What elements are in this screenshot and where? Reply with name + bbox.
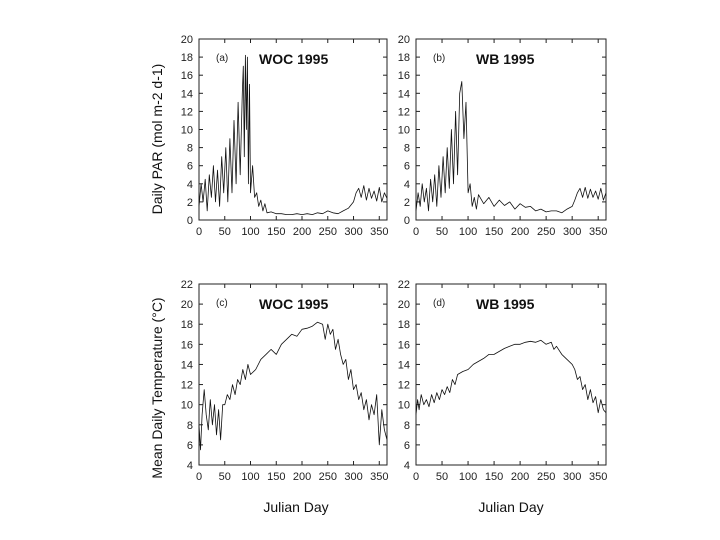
panels: 0 50 100 150 200 250 300 35002468101214161820(a…	[181, 34, 608, 483]
y-tick-label: 4	[404, 179, 410, 191]
x-tick-label: 150	[485, 226, 503, 238]
y-tick-label: 10	[398, 125, 410, 137]
y-tick-label: 10	[398, 400, 410, 412]
y-tick-label: 14	[398, 359, 410, 371]
panel-title: WOC 1995	[259, 296, 328, 312]
series-line	[415, 81, 607, 214]
x-tick-label: 300	[344, 226, 362, 238]
y-tick-label: 14	[181, 88, 193, 100]
plot-frame	[198, 283, 388, 466]
x-tick-label: 50	[219, 471, 231, 483]
y-tick-label: 6	[187, 161, 193, 173]
x-tick-label: 350	[370, 471, 388, 483]
x-tick-label: 300	[563, 226, 581, 238]
y-axis-label-temperature: Mean Daily Temperature (°C)	[149, 297, 165, 478]
x-tick-label: 300	[344, 471, 362, 483]
panel-0: 0 50 100 150 200 250 300 350 0 2 4 6 8 10 12 14 16 18 20 (a…	[181, 34, 389, 238]
panel-3: 0 50 100 150 200 250 300 350 4 6 8 10 12 14 16 18 20 22 (d…	[398, 279, 608, 483]
y-tick-label: 10	[181, 400, 193, 412]
x-tick-label: 0	[196, 471, 202, 483]
x-tick-label: 150	[267, 226, 285, 238]
y-tick-label: 8	[404, 143, 410, 155]
x-tick-label: 250	[537, 471, 555, 483]
x-tick-label: 300	[563, 471, 581, 483]
y-tick-label: 8	[187, 143, 193, 155]
x-tick-label: 50	[436, 226, 448, 238]
panel-tag: (a)	[216, 53, 228, 64]
y-tick-label: 20	[181, 34, 193, 46]
x-tick-label: 250	[319, 471, 337, 483]
y-tick-label: 18	[181, 52, 193, 64]
x-tick-label: 250	[319, 226, 337, 238]
y-tick-label: 20	[398, 34, 410, 46]
x-axis-label-c: Julian Day	[263, 499, 328, 515]
y-tick-label: 4	[187, 179, 193, 191]
x-tick-label: 0	[196, 226, 202, 238]
panel-2: 0 50 100 150 200 250 300 350 4 6 8 10 12 14 16 18 20 22 (c…	[181, 279, 389, 483]
y-tick-label: 6	[187, 440, 193, 452]
x-axis-label-d: Julian Day	[478, 499, 543, 515]
y-tick-label: 20	[398, 299, 410, 311]
x-tick-label: 150	[485, 471, 503, 483]
y-tick-label: 22	[181, 279, 193, 291]
y-tick-label: 14	[398, 88, 410, 100]
y-tick-label: 10	[181, 125, 193, 137]
y-tick-label: 18	[398, 319, 410, 331]
x-tick-label: 50	[436, 471, 448, 483]
x-tick-label: 100	[459, 471, 477, 483]
series-line	[198, 54, 388, 216]
panel-title: WB 1995	[476, 296, 535, 312]
x-tick-label: 350	[589, 471, 607, 483]
y-tick-label: 16	[398, 70, 410, 82]
y-tick-label: 16	[181, 70, 193, 82]
panel-tag: (b)	[433, 53, 445, 64]
panel-tag: (c)	[216, 298, 228, 309]
series-line	[198, 321, 388, 451]
y-tick-label: 2	[404, 197, 410, 209]
y-tick-label: 14	[181, 359, 193, 371]
x-tick-label: 100	[241, 471, 259, 483]
y-tick-label: 18	[181, 319, 193, 331]
x-tick-label: 200	[293, 471, 311, 483]
x-tick-label: 100	[241, 226, 259, 238]
x-tick-label: 200	[511, 226, 529, 238]
y-tick-label: 12	[398, 106, 410, 118]
y-tick-label: 16	[398, 339, 410, 351]
y-tick-label: 8	[404, 420, 410, 432]
panel-title: WB 1995	[476, 51, 535, 67]
x-tick-label: 250	[537, 226, 555, 238]
plot-frame	[415, 283, 607, 466]
x-tick-label: 50	[219, 226, 231, 238]
y-tick-label: 20	[181, 299, 193, 311]
y-tick-label: 6	[404, 161, 410, 173]
x-tick-label: 200	[293, 226, 311, 238]
y-tick-label: 12	[398, 380, 410, 392]
y-tick-label: 12	[181, 106, 193, 118]
panel-1: 0 50 100 150 200 250 300 350 0 2 4 6 8 10 12 14 16 18 20 (b…	[398, 34, 608, 238]
x-tick-label: 100	[459, 226, 477, 238]
y-tick-label: 2	[187, 197, 193, 209]
panel-title: WOC 1995	[259, 51, 328, 67]
y-axis-label-par: Daily PAR (mol m-2 d-1)	[149, 64, 165, 215]
series-line	[415, 339, 607, 415]
y-tick-label: 22	[398, 279, 410, 291]
panel-tag: (d)	[433, 298, 445, 309]
x-tick-label: 0	[413, 471, 419, 483]
y-tick-label: 6	[404, 440, 410, 452]
y-tick-label: 0	[404, 215, 410, 227]
x-tick-label: 350	[370, 226, 388, 238]
y-tick-label: 16	[181, 339, 193, 351]
x-tick-label: 0	[413, 226, 419, 238]
y-tick-label: 8	[187, 420, 193, 432]
y-tick-label: 18	[398, 52, 410, 64]
y-tick-label: 12	[181, 380, 193, 392]
y-tick-label: 0	[187, 215, 193, 227]
x-tick-label: 200	[511, 471, 529, 483]
y-tick-label: 4	[404, 460, 410, 472]
x-tick-label: 350	[589, 226, 607, 238]
y-tick-label: 4	[187, 460, 193, 472]
x-tick-label: 150	[267, 471, 285, 483]
